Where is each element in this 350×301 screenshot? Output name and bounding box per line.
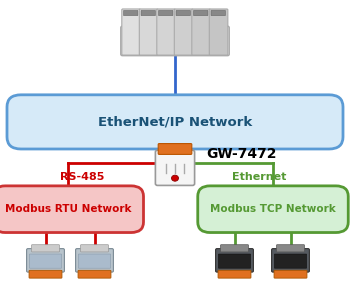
FancyBboxPatch shape (157, 9, 175, 55)
FancyBboxPatch shape (274, 254, 307, 268)
FancyBboxPatch shape (192, 9, 210, 55)
Circle shape (172, 175, 178, 181)
FancyBboxPatch shape (276, 245, 304, 252)
Text: Ethernet: Ethernet (232, 172, 286, 182)
Text: Modbus RTU Network: Modbus RTU Network (5, 204, 132, 214)
FancyBboxPatch shape (216, 249, 253, 272)
FancyBboxPatch shape (174, 9, 193, 55)
FancyBboxPatch shape (176, 11, 190, 16)
FancyBboxPatch shape (124, 11, 138, 16)
FancyBboxPatch shape (218, 254, 251, 268)
FancyBboxPatch shape (78, 270, 111, 278)
FancyBboxPatch shape (80, 245, 108, 252)
FancyBboxPatch shape (194, 11, 208, 16)
FancyBboxPatch shape (78, 254, 111, 268)
FancyBboxPatch shape (76, 249, 113, 272)
Text: RS-485: RS-485 (60, 172, 104, 182)
FancyBboxPatch shape (139, 9, 158, 55)
FancyBboxPatch shape (141, 11, 155, 16)
FancyBboxPatch shape (0, 186, 144, 232)
FancyBboxPatch shape (198, 186, 348, 232)
FancyBboxPatch shape (211, 11, 225, 16)
FancyBboxPatch shape (121, 26, 229, 56)
FancyBboxPatch shape (155, 150, 195, 185)
FancyBboxPatch shape (274, 270, 307, 278)
Text: Modbus TCP Network: Modbus TCP Network (210, 204, 336, 214)
FancyBboxPatch shape (220, 245, 248, 252)
FancyBboxPatch shape (122, 9, 140, 55)
FancyBboxPatch shape (7, 95, 343, 149)
FancyBboxPatch shape (272, 249, 309, 272)
Text: EtherNet/IP Network: EtherNet/IP Network (98, 115, 252, 129)
FancyBboxPatch shape (209, 9, 228, 55)
FancyBboxPatch shape (218, 270, 251, 278)
FancyBboxPatch shape (29, 254, 62, 268)
FancyBboxPatch shape (159, 11, 173, 16)
Text: GW-7472: GW-7472 (206, 147, 277, 160)
FancyBboxPatch shape (32, 245, 60, 252)
FancyBboxPatch shape (27, 249, 64, 272)
FancyBboxPatch shape (29, 270, 62, 278)
FancyBboxPatch shape (158, 144, 192, 154)
